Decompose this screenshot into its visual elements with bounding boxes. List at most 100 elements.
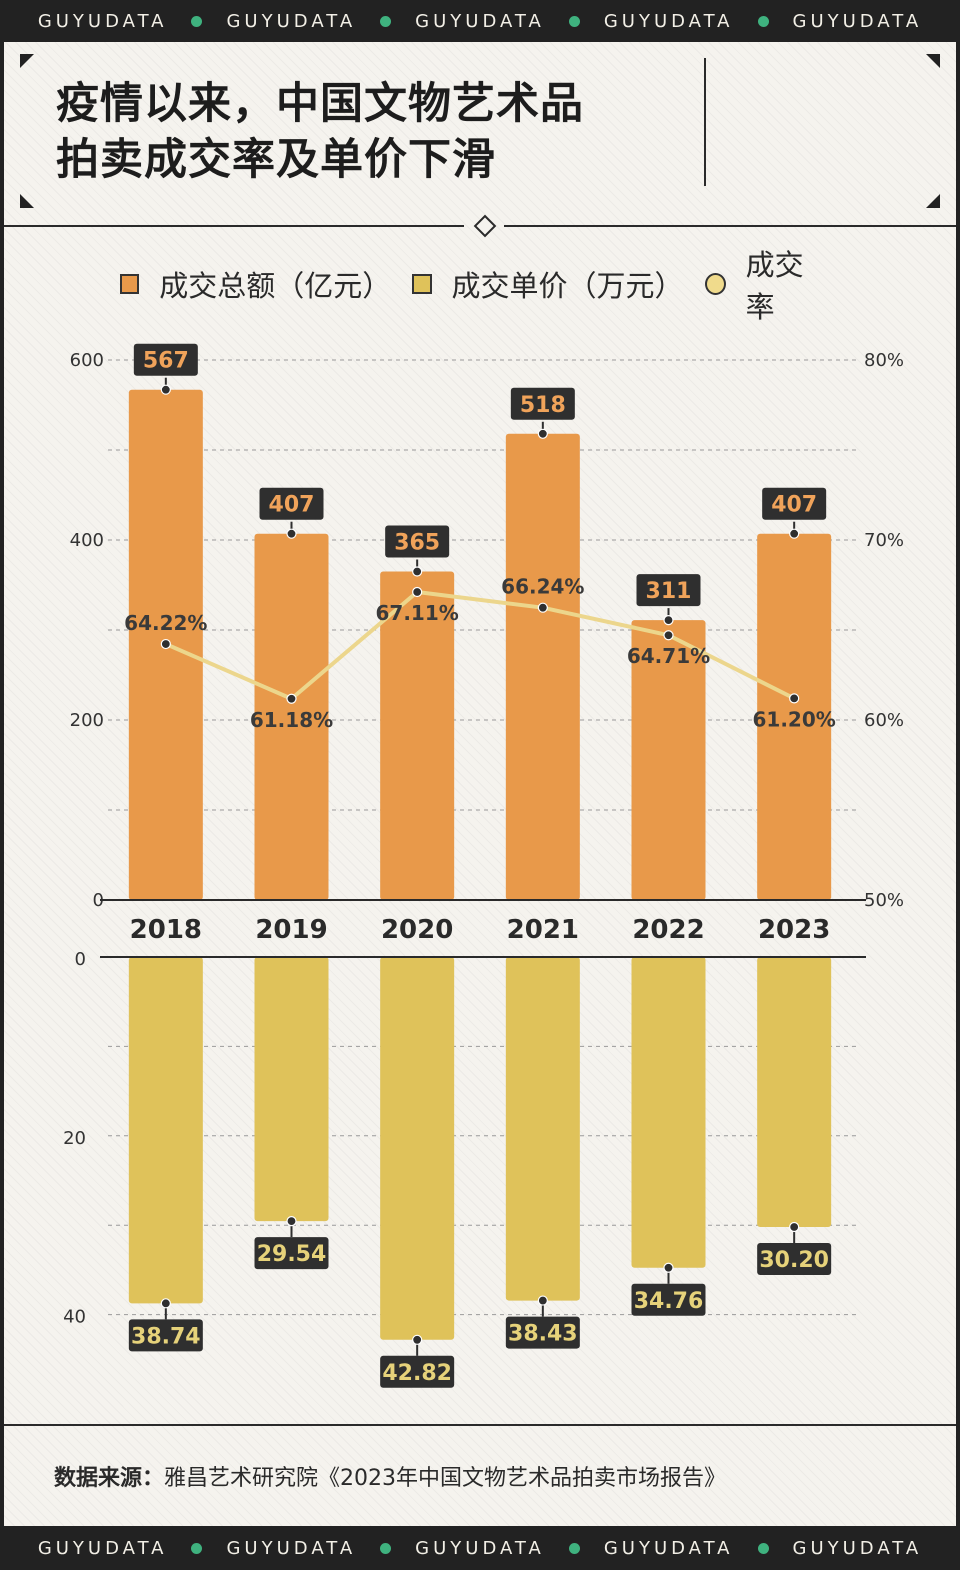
top-brand-strip: GUYUDATA GUYUDATA GUYUDATA GUYUDATA GUYU… — [0, 0, 960, 42]
data-label-unit-price: 30.20 — [759, 1248, 829, 1273]
brand-text: GUYUDATA — [226, 1537, 357, 1559]
value-label-box — [380, 1355, 455, 1388]
rate-point — [537, 602, 548, 613]
data-label-total: 365 — [394, 531, 440, 556]
data-label-unit-price: 38.43 — [508, 1322, 578, 1347]
title-line-1: 疫情以来，中国文物艺术品 — [56, 79, 584, 129]
infographic-panel: 疫情以来，中国文物艺术品 拍卖成交率及单价下滑 成交总额（亿元） 成交单价（万元… — [4, 42, 956, 1526]
dot-icon — [568, 15, 580, 27]
bar-unit-price — [631, 957, 706, 1268]
value-label-box — [505, 1316, 580, 1349]
brand-text: GUYUDATA — [792, 1537, 923, 1559]
data-label-unit-price: 38.74 — [131, 1324, 201, 1349]
rate-line — [165, 590, 796, 701]
data-label-total: 311 — [646, 579, 692, 604]
source-label: 数据来源： — [54, 1466, 165, 1491]
dot-icon — [380, 1542, 392, 1554]
brand-text: GUYUDATA — [415, 10, 545, 32]
data-label-rate: 64.22% — [124, 611, 207, 635]
data-point — [663, 1262, 674, 1273]
x-tick-label: 2018 — [130, 915, 202, 945]
data-label-total: 567 — [143, 349, 189, 374]
chart-legend: 成交总额（亿元） 成交单价（万元） 成交率 — [120, 248, 860, 324]
rate-point — [160, 638, 171, 650]
y-tick-label-left: 0 — [93, 890, 104, 911]
legend-label-rate: 成交率 — [745, 248, 804, 324]
data-point — [663, 614, 674, 626]
data-label-rate: 67.11% — [376, 601, 459, 625]
data-point — [286, 528, 297, 539]
source-note: 数据来源：雅昌艺术研究院《2023年中国文物艺术品拍卖市场报告》 — [54, 1460, 726, 1492]
y-tick-label-bottom: 0 — [75, 949, 86, 970]
data-label-rate: 66.24% — [501, 575, 584, 599]
data-label-unit-price: 29.54 — [257, 1242, 327, 1267]
y-tick-label-left: 200 — [70, 710, 104, 731]
x-tick-label: 2023 — [758, 915, 830, 945]
dot-icon — [191, 15, 203, 27]
data-point — [537, 1295, 548, 1306]
x-tick-label: 2021 — [507, 915, 579, 945]
dot-icon — [191, 1542, 203, 1554]
brand-text: GUYUDATA — [415, 1537, 545, 1559]
data-label-total: 518 — [520, 393, 566, 418]
square-swatch-icon — [120, 274, 140, 294]
dot-icon — [568, 1542, 580, 1554]
bar-total — [254, 533, 329, 900]
bar-unit-price — [254, 957, 329, 1222]
section-rule — [4, 225, 464, 227]
bar-total — [631, 620, 706, 900]
data-label-rate: 61.18% — [250, 708, 333, 732]
bar-unit-price — [128, 957, 203, 1304]
brand-text: GUYUDATA — [792, 10, 923, 32]
y-tick-label-left: 400 — [70, 530, 104, 551]
y-tick-label-right: 80% — [864, 350, 904, 371]
brand-text: GUYUDATA — [37, 10, 168, 32]
brand-text: GUYUDATA — [603, 1537, 734, 1559]
data-point — [160, 1298, 171, 1309]
y-tick-label-bottom: 20 — [63, 1128, 86, 1149]
y-tick-label-right: 50% — [864, 890, 904, 911]
dot-icon — [757, 15, 769, 27]
data-label-total: 407 — [771, 493, 817, 518]
source-text: 雅昌艺术研究院《2023年中国文物艺术品拍卖市场报告》 — [164, 1466, 727, 1491]
rate-point — [663, 630, 674, 641]
y-tick-label-right: 60% — [864, 710, 904, 731]
value-label-box — [631, 1283, 706, 1316]
data-label-unit-price: 42.82 — [382, 1361, 452, 1386]
data-point — [537, 428, 548, 439]
data-point — [412, 1334, 423, 1345]
x-tick-label: 2019 — [255, 915, 327, 945]
value-label-box — [762, 487, 827, 520]
legend-label-total: 成交总额（亿元） — [159, 269, 392, 303]
data-point — [412, 566, 423, 577]
value-label-box — [133, 343, 198, 376]
data-point — [286, 1215, 297, 1227]
data-point — [789, 528, 800, 539]
data-label-unit-price: 34.76 — [634, 1289, 704, 1314]
value-label-box — [757, 1242, 832, 1275]
value-label-box — [510, 387, 575, 420]
bar-total — [757, 533, 832, 900]
x-tick-label: 2022 — [632, 915, 704, 945]
corner-mark-icon — [926, 194, 940, 208]
page-title: 疫情以来，中国文物艺术品 拍卖成交率及单价下滑 — [56, 76, 696, 188]
rate-point — [412, 586, 423, 598]
data-point — [160, 384, 171, 395]
bar-total — [505, 433, 580, 900]
y-tick-label-bottom: 40 — [63, 1307, 86, 1328]
corner-mark-icon — [926, 54, 940, 68]
combo-chart: 0 200 400 600 50% 60% 70% 80% 0 20 40 2018 2019 2020 2… — [63, 343, 904, 1388]
bar-total — [380, 571, 455, 900]
legend-item-total: 成交总额（亿元） — [120, 263, 392, 305]
value-label-box — [254, 1237, 329, 1270]
footer-rule — [4, 1424, 956, 1426]
dot-icon — [380, 15, 392, 27]
data-label-rate: 64.71% — [627, 644, 710, 668]
brand-text: GUYUDATA — [603, 10, 734, 32]
dot-icon — [757, 1542, 769, 1554]
value-label-box — [636, 574, 701, 607]
bar-unit-price — [505, 957, 580, 1301]
y-tick-label-right: 70% — [864, 530, 904, 551]
x-tick-label: 2020 — [381, 915, 453, 945]
circle-swatch-icon — [704, 273, 726, 295]
